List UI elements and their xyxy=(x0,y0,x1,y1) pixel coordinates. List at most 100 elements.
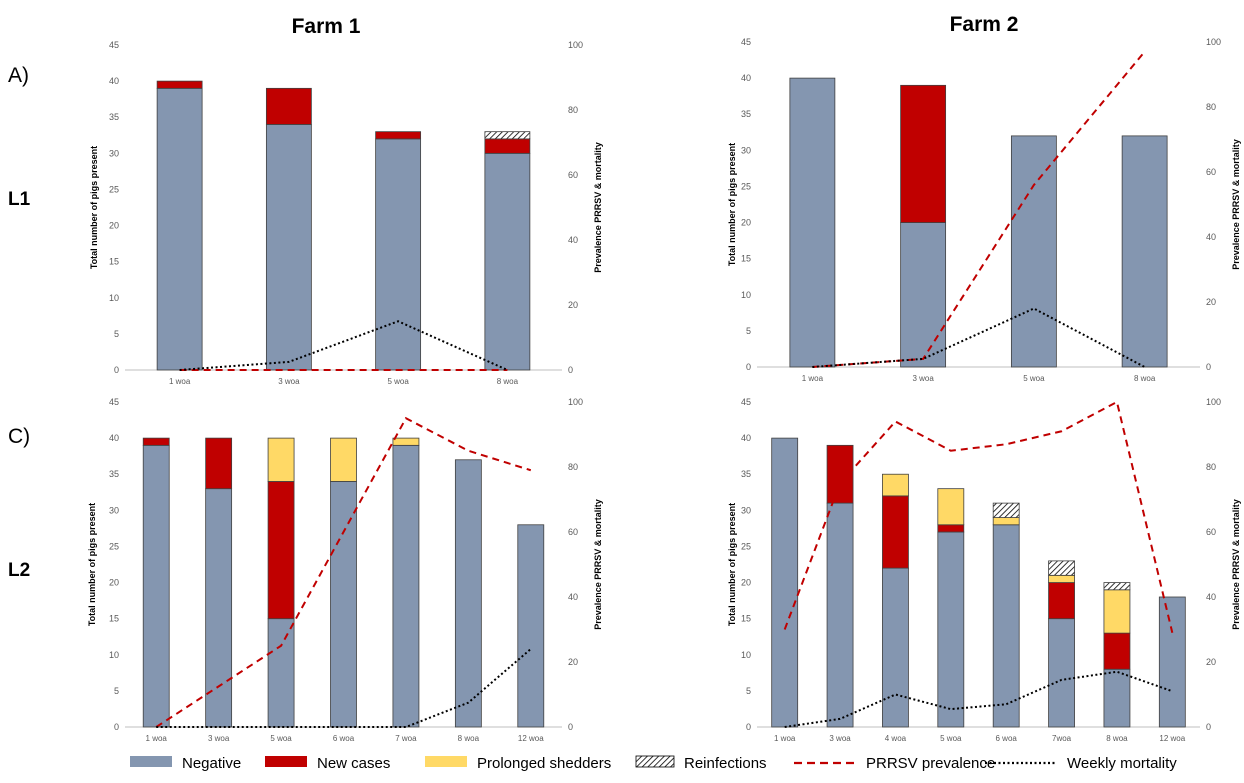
y-tick-label: 40 xyxy=(109,433,119,443)
bar-segment-new xyxy=(1048,582,1075,620)
bar-segment-negative xyxy=(267,618,295,728)
bar-segment-reinf xyxy=(484,131,531,140)
bar-segment-prolonged xyxy=(330,437,357,482)
y-tick-label: 30 xyxy=(741,505,751,515)
bar-segment-negative xyxy=(826,502,854,728)
prevalence-line xyxy=(783,400,1174,633)
x-tick-label: 8 woa xyxy=(1106,734,1128,743)
x-tick-label: 4 woa xyxy=(885,734,907,743)
x-tick-label: 3 woa xyxy=(208,734,230,743)
y-tick-label: 0 xyxy=(746,722,751,732)
y2-tick-label: 80 xyxy=(1206,102,1216,112)
y2-tick-label: 0 xyxy=(568,722,573,732)
y-tick-label: 35 xyxy=(109,469,119,479)
x-tick-label: 12 woa xyxy=(518,734,544,743)
bar-segment-prolonged xyxy=(882,473,909,497)
legend-label-new: New cases xyxy=(317,755,390,772)
x-tick-label: 7woa xyxy=(1052,734,1072,743)
bar-segment-prolonged xyxy=(1048,574,1075,583)
row-label-l1: L1 xyxy=(8,189,31,210)
y-axis-label: Total number of pigs present xyxy=(727,503,737,626)
y-tick-label: 20 xyxy=(741,578,751,588)
bar-segment-new xyxy=(1103,632,1131,670)
y2-tick-label: 40 xyxy=(568,235,578,245)
y-tick-label: 35 xyxy=(109,112,119,122)
bar-segment-negative xyxy=(789,77,836,368)
y-tick-label: 40 xyxy=(741,73,751,83)
bar-segment-negative xyxy=(882,567,909,728)
bar-segment-prolonged xyxy=(267,437,295,482)
bar-segment-prolonged xyxy=(937,488,965,526)
bar-segment-new xyxy=(142,437,170,446)
y2-tick-label: 80 xyxy=(568,462,578,472)
bar-segment-negative xyxy=(156,87,203,371)
x-tick-label: 5 woa xyxy=(270,734,292,743)
legend-label-prolonged: Prolonged shedders xyxy=(477,755,611,772)
bar-segment-negative xyxy=(454,459,482,728)
y2-tick-label: 40 xyxy=(568,592,578,602)
bar-segment-negative xyxy=(265,124,312,371)
bar-segment-negative xyxy=(1158,596,1186,728)
legend-item-mort: Weekly mortality xyxy=(985,755,1177,772)
x-tick-label: 6 woa xyxy=(333,734,355,743)
bar-segment-new xyxy=(900,84,947,223)
y-tick-label: 5 xyxy=(746,686,751,696)
mortality-line xyxy=(812,307,1146,368)
bar-segment-negative xyxy=(517,524,545,728)
y-tick-label: 30 xyxy=(741,145,751,155)
y-axis-label: Total number of pigs present xyxy=(89,146,99,269)
chart-L2-farm2: 0 5 10 15 20 25 30 35 40 45 0 20 40 60 80 100 Total numb… xyxy=(727,397,1241,743)
x-tick-label: 3 woa xyxy=(278,377,300,386)
x-tick-label: 5 woa xyxy=(1023,374,1045,383)
y-tick-label: 20 xyxy=(109,578,119,588)
y-tick-label: 15 xyxy=(109,614,119,624)
bar-segment-negative xyxy=(392,444,420,728)
bar-segment-negative xyxy=(937,531,965,728)
legend-swatch-reinf xyxy=(635,755,675,768)
x-tick-label: 1 woa xyxy=(774,734,796,743)
y2-tick-label: 20 xyxy=(1206,657,1216,667)
chart-L2-farm1: 0 5 10 15 20 25 30 35 40 45 0 20 40 60 80 100 Total numb… xyxy=(87,397,603,743)
y2-tick-label: 60 xyxy=(1206,527,1216,537)
y-tick-label: 20 xyxy=(109,221,119,231)
y2-tick-label: 60 xyxy=(568,527,578,537)
bar-segment-negative xyxy=(1010,135,1057,368)
bar-segment-new xyxy=(265,87,312,125)
legend-item-prev: PRRSV prevalence xyxy=(794,755,995,772)
bar-segment-negative xyxy=(771,437,799,728)
y-tick-label: 0 xyxy=(114,722,119,732)
y-tick-label: 15 xyxy=(741,254,751,264)
y2-axis-label: Prevalence PRRSV & mortality xyxy=(1231,139,1241,270)
y-tick-label: 15 xyxy=(741,614,751,624)
bar-segment-prolonged xyxy=(392,437,420,446)
y-tick-label: 45 xyxy=(741,37,751,47)
y-tick-label: 10 xyxy=(109,650,119,660)
y-axis-label: Total number of pigs present xyxy=(87,503,97,626)
y2-tick-label: 0 xyxy=(568,365,573,375)
y-tick-label: 10 xyxy=(741,650,751,660)
x-tick-label: 12 woa xyxy=(1159,734,1185,743)
bar-segment-new xyxy=(205,437,233,490)
mortality-line xyxy=(179,320,508,371)
y2-tick-label: 40 xyxy=(1206,232,1216,242)
bar-segment-negative xyxy=(484,152,531,371)
bar-segment-new xyxy=(156,80,203,89)
y-tick-label: 5 xyxy=(114,686,119,696)
y-tick-label: 25 xyxy=(741,541,751,551)
y-tick-label: 10 xyxy=(109,293,119,303)
bar-segment-reinf xyxy=(1048,560,1075,576)
legend-swatch-negative xyxy=(130,756,172,767)
y-tick-label: 45 xyxy=(109,40,119,50)
y-tick-label: 45 xyxy=(109,397,119,407)
y2-tick-label: 60 xyxy=(568,170,578,180)
y-tick-label: 5 xyxy=(114,329,119,339)
row-label-l2: L2 xyxy=(8,560,30,581)
y-tick-label: 25 xyxy=(109,184,119,194)
x-tick-label: 5 woa xyxy=(940,734,962,743)
y-tick-label: 0 xyxy=(746,362,751,372)
legend-label-prev: PRRSV prevalence xyxy=(866,755,995,772)
y2-tick-label: 40 xyxy=(1206,592,1216,602)
y2-tick-label: 80 xyxy=(568,105,578,115)
y-tick-label: 25 xyxy=(109,541,119,551)
